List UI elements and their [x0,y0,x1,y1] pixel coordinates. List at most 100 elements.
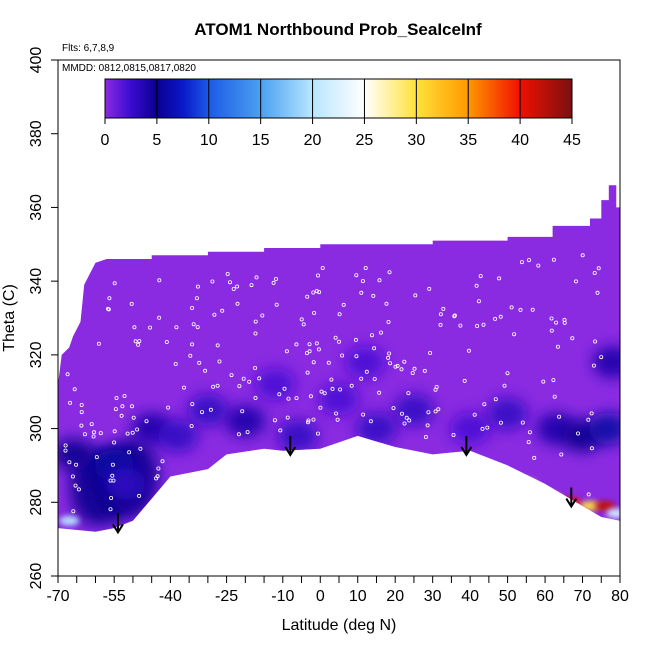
observation-marker [372,346,377,351]
observation-marker [410,370,415,375]
observation-marker [282,386,287,391]
heatmap-cell [58,438,93,471]
observation-marker [220,308,225,313]
observation-marker [107,296,112,301]
observation-marker [371,293,376,298]
observation-marker [527,258,532,263]
observation-marker [73,483,78,488]
heatmap-cell [225,405,266,438]
observation-marker [240,409,245,414]
observation-marker [478,274,483,279]
observation-marker [354,273,359,278]
heatmap-cell [487,397,528,430]
observation-marker [341,302,346,307]
observation-marker [387,270,392,275]
observation-marker [194,296,199,301]
observation-marker [361,412,366,417]
observation-marker [110,462,115,467]
observation-marker [155,474,160,479]
observation-marker [330,386,335,391]
observation-marker [215,343,220,348]
observation-marker [593,339,598,344]
observation-marker [505,371,510,376]
y-axis-label: Theta (C) [1,284,18,352]
heatmap-cell [450,412,491,445]
observation-marker [399,411,404,416]
observation-marker [391,406,396,411]
observation-marker [157,278,162,283]
observation-marker [249,283,254,288]
observation-marker [285,415,290,420]
observation-marker [532,455,537,460]
observation-marker [384,301,389,306]
observation-marker [76,487,81,492]
observation-marker [299,317,304,322]
observation-marker [353,337,358,342]
observation-marker [551,257,556,262]
observation-marker [570,336,575,341]
observation-marker [377,278,382,283]
observation-marker [130,430,135,435]
observation-marker [530,307,535,312]
arrow-head [112,523,124,535]
observation-marker [144,419,149,424]
observation-marker [559,452,564,457]
observation-marker [555,344,560,349]
x-tick-label: 20 [386,588,404,605]
observation-marker [122,393,127,398]
heatmap-edge-cell [595,500,616,511]
heatmap-edge-cell [606,508,620,519]
observation-marker [388,361,393,366]
observation-marker [91,434,96,439]
observation-marker [67,460,72,465]
colorbar-tick-label: 15 [252,132,270,149]
observation-marker [472,412,477,417]
observation-marker [315,431,320,436]
x-tick-label: 30 [424,588,442,605]
observation-marker [595,290,600,295]
observation-marker [433,409,438,414]
observation-marker [106,306,111,311]
observation-marker [474,283,479,288]
x-axis: -70 -55 -40 -25 -10 0 10 20 30 40 50 60 70 80 [46,576,629,605]
x-tick-label: -10 [271,588,294,605]
observation-marker [475,323,480,328]
observation-marker [235,284,240,289]
colorbar-tick-label: 5 [152,132,161,149]
heatmap-edge-cell [59,515,80,526]
observation-marker [217,359,222,364]
colorbar-tick-label: 0 [101,132,110,149]
observation-marker [426,410,431,415]
observation-marker [557,414,562,419]
observation-marker [434,384,439,389]
heatmap-cell [277,419,318,452]
observation-marker [311,290,316,295]
observation-marker [317,290,322,295]
observation-marker [485,425,490,430]
colorbar-tick-label: 40 [511,132,529,149]
observation-marker [451,432,456,437]
observation-marker [120,404,125,409]
observation-marker [212,312,217,317]
observation-marker [253,365,258,370]
observation-marker [512,332,517,337]
observation-marker [493,316,498,321]
observation-marker [364,369,369,374]
y-tick-label: 260 [28,563,45,590]
observation-marker [338,387,343,392]
heatmap-edge-cell [542,493,563,504]
heatmap-cell [588,412,620,445]
observation-marker [340,353,345,358]
arrow-head [460,446,473,457]
colorbar-tick-label: 20 [304,132,322,149]
observation-marker [359,376,364,381]
observation-marker [378,330,383,335]
observation-marker [368,419,373,424]
observation-marker [113,407,118,412]
observation-marker [71,509,76,514]
observation-marker [190,402,195,407]
chart-title: ATOM1 Northbound Prob_SeaIceInf [194,20,482,39]
heatmap-layer [58,185,620,535]
observation-marker [307,342,312,347]
observation-marker [189,423,194,428]
